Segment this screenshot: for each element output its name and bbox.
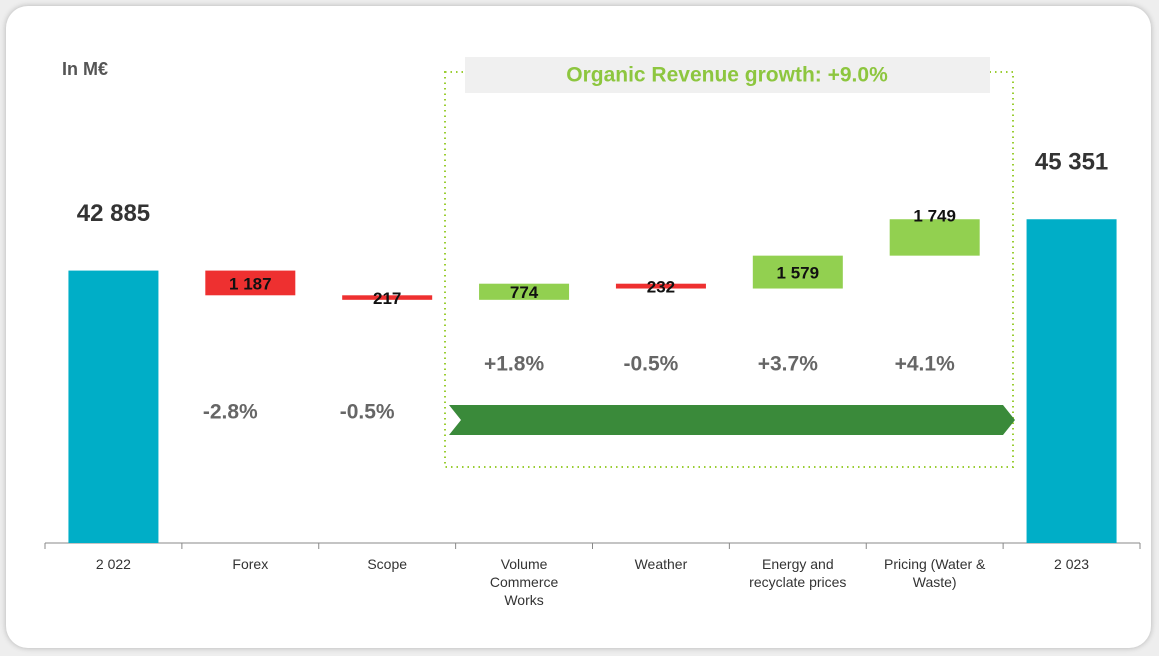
bar xyxy=(1026,219,1117,543)
x-tick-label: Scope xyxy=(367,556,408,572)
pct-label: +1.8% xyxy=(484,353,544,376)
bar xyxy=(479,283,570,300)
value-label: 45 351 xyxy=(1035,149,1108,176)
x-tick-label: Weather xyxy=(634,556,688,572)
value-label: 232 xyxy=(647,278,675,297)
organic-arrow xyxy=(449,405,1015,435)
unit-label: In M€ xyxy=(62,59,108,79)
x-tick-label: 2 022 xyxy=(95,556,131,572)
x-tick-label: Energy and recyclate prices xyxy=(749,556,847,590)
value-label: 1 579 xyxy=(777,264,820,283)
value-label: 774 xyxy=(510,283,539,302)
bar xyxy=(889,219,980,256)
bar xyxy=(68,270,159,543)
value-label: 1 187 xyxy=(229,274,272,293)
pct-label: +4.1% xyxy=(895,353,955,376)
x-tick-label: Pricing (Water & Waste) xyxy=(883,556,986,590)
bar xyxy=(615,283,706,289)
bar xyxy=(205,270,296,296)
pct-label: -2.8% xyxy=(203,401,258,424)
bar xyxy=(752,255,843,289)
pct-label: +3.7% xyxy=(758,353,818,376)
organic-title: Organic Revenue growth: +9.0% xyxy=(566,64,888,87)
value-label: 217 xyxy=(373,289,401,308)
pct-label: -0.5% xyxy=(624,353,679,376)
pct-label: -0.5% xyxy=(340,401,395,424)
value-label: 42 885 xyxy=(77,200,150,227)
value-label: 1 749 xyxy=(913,207,956,226)
x-tick-label: Forex xyxy=(232,556,269,572)
bar xyxy=(342,295,433,300)
organic-box xyxy=(444,71,1014,468)
card xyxy=(6,6,1151,648)
x-tick-label: Volume Commerce Works xyxy=(489,556,559,608)
x-tick-label: 2 023 xyxy=(1054,556,1090,572)
organic-title-band xyxy=(465,57,990,93)
